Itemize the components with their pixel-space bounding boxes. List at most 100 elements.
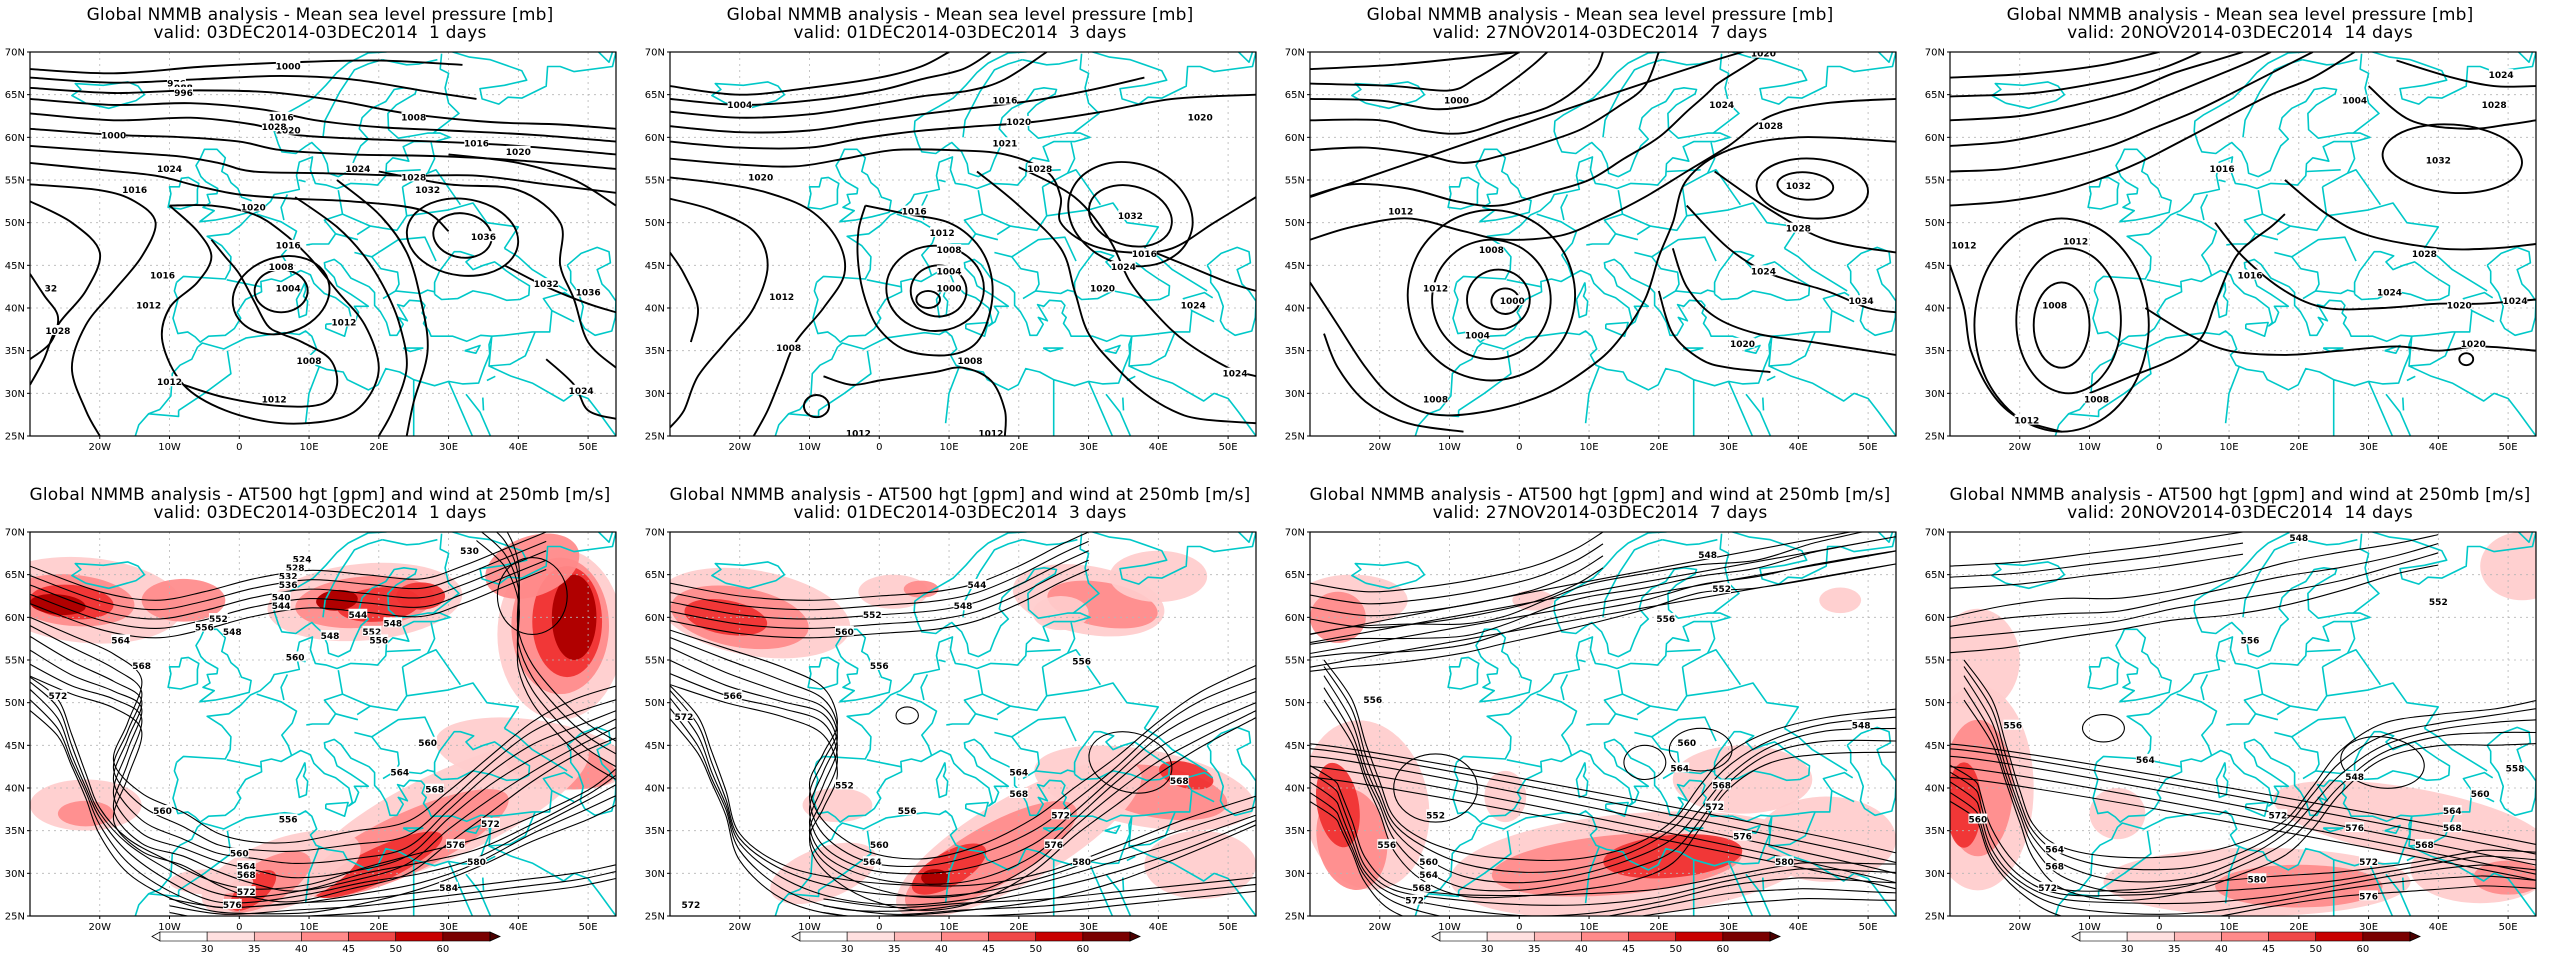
lat-tick-label: 60N [1925,133,1945,144]
contour-label: 1004 [727,101,752,111]
contour-label: 548 [321,632,340,642]
z500-wind-map-panel: 548 552 556 556 564 548 572 576 560 564 568 572 580 5… [1920,480,2560,960]
contour-label: 580 [1775,858,1794,868]
contour-label: 576 [446,841,465,851]
contour-label: 1032 [534,280,559,290]
contour-label: 564 [2045,845,2064,855]
contour-label: 568 [1712,781,1731,791]
contour-label: 564 [2443,807,2462,817]
lat-tick-label: 30N [5,869,25,880]
lat-tick-label: 45N [1285,741,1305,752]
lon-tick-label: 50E [1859,922,1878,933]
contour-label: 1016 [269,114,294,124]
lat-tick-label: 45N [5,741,25,752]
contour-label: 556 [195,624,214,634]
contour-label: 564 [863,858,882,868]
map-title: Global NMMB analysis - AT500 hgt [gpm] a… [1309,485,1891,505]
lat-tick-label: 70N [645,48,665,59]
lon-tick-label: 10E [300,442,319,453]
lat-tick-label: 55N [1285,656,1305,667]
colorbar-tick-label: 45 [342,944,355,955]
lat-tick-label: 65N [1285,90,1305,101]
lon-tick-label: 30E [1079,442,1098,453]
colorbar-tick-label: 30 [841,944,854,955]
lat-tick-label: 55N [1925,656,1945,667]
lon-tick-label: 10E [940,922,959,933]
contour-label: 580 [2248,875,2267,885]
contour-label: 1028 [401,173,426,183]
z500-wind-map-panel: 524 528 532 536 540 544 548 552 556 560 564 568 572 5… [0,480,640,960]
contour-label: 1016 [2237,272,2262,282]
map-valid-period: valid: 01DEC2014-03DEC2014 3 days [793,503,1127,523]
lon-tick-label: 10W [1438,922,1461,933]
contour-label: 1008 [401,114,426,124]
wind-speed-band [1310,591,1366,643]
contour-label: 552 [209,615,228,625]
lon-tick-label: 40E [2429,922,2448,933]
contour-label: 556 [279,816,298,826]
contour-label: 1016 [2210,165,2235,175]
colorbar-tick-label: 50 [2309,944,2322,955]
contour-label: 1028 [1758,122,1783,132]
contour-label: 1032 [415,186,440,196]
wind-speed-band [1950,608,2020,712]
lat-tick-label: 25N [1925,432,1945,443]
contour-label: 560 [1677,739,1696,749]
contour-label: 1024 [1223,370,1248,380]
contour-label: 556 [369,636,388,646]
lat-tick-label: 55N [5,176,25,187]
lon-tick-label: 30E [2359,442,2378,453]
lon-tick-label: 10E [1580,442,1599,453]
contour-label: 1028 [2482,101,2507,111]
lat-tick-label: 65N [645,570,665,581]
lon-tick-label: 20E [1009,442,1028,453]
wind-speed-band [1950,762,1982,848]
colorbar-tick-label: 60 [1076,944,1089,955]
contour-label: 1036 [576,289,601,299]
colorbar-tick-label: 35 [1528,944,1541,955]
lon-tick-label: 0 [876,442,882,453]
lon-tick-label: 50E [1219,922,1238,933]
contour-label: 1032 [2426,156,2451,166]
colorbar-tick-label: 45 [982,944,995,955]
lon-tick-label: 10W [798,922,821,933]
lat-tick-label: 35N [1925,346,1945,357]
wind-colorbar: 30 35 40 45 50 60 [1431,931,1781,955]
lon-tick-label: 0 [1516,442,1522,453]
lat-tick-label: 50N [1285,218,1305,229]
contour-label: 568 [1009,790,1028,800]
contour-label: 1000 [1444,97,1469,107]
contour-label: 1008 [1479,246,1504,256]
map-title: Global NMMB analysis - Mean sea level pr… [1366,5,1834,25]
lat-tick-label: 30N [5,389,25,400]
contour-label: 552 [863,611,882,621]
lat-tick-label: 25N [1285,912,1305,923]
lat-tick-label: 55N [1925,176,1945,187]
map-title: Global NMMB analysis - AT500 hgt [gpm] a… [29,485,611,505]
lat-tick-label: 45N [645,741,665,752]
lat-tick-label: 70N [1285,528,1305,539]
z500-wind-map-panel: 548 552 556 560 564 568 572 576 580 548 556 552 556 5… [1280,480,1920,960]
lon-tick-label: 10E [1580,922,1599,933]
lon-tick-label: 50E [579,922,598,933]
wind-speed-band [551,574,597,660]
contour-label: 1016 [902,208,927,218]
lat-tick-label: 50N [1925,698,1945,709]
contour-label: 1024 [2377,289,2402,299]
contour-label: 1020 [1188,114,1213,124]
map-canvas: 9769889961000100010201016102810241024101… [5,48,617,453]
lat-tick-label: 65N [645,90,665,101]
map-title: Global NMMB analysis - AT500 hgt [gpm] a… [1949,485,2531,505]
contour-label: 1016 [464,139,489,149]
contour-label: 1000 [937,284,962,294]
contour-label: 568 [1170,777,1189,787]
contour-label: 1012 [2014,417,2039,427]
contour-label: 1020 [1730,340,1755,350]
contour-label: 564 [1670,764,1689,774]
graticule [30,532,616,916]
lat-tick-label: 40N [1925,784,1945,795]
lon-tick-label: 40E [509,442,528,453]
contour-label: 1008 [937,246,962,256]
lat-tick-label: 70N [645,528,665,539]
lon-tick-label: 10W [1438,442,1461,453]
